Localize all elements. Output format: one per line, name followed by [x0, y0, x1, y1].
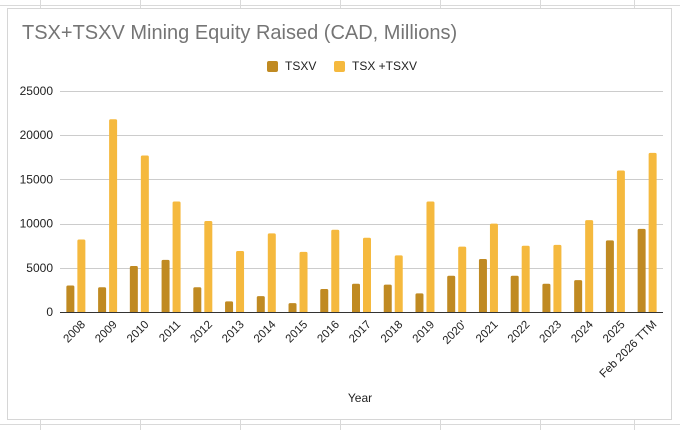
- bar-tsx-tsxv[interactable]: [172, 201, 181, 313]
- bar-tsx-tsxv[interactable]: [521, 245, 530, 312]
- legend-label-tsx-tsxv: TSX +TSXV: [352, 59, 418, 73]
- y-tick-label: 25000: [20, 84, 54, 98]
- x-tick-label: 2017: [347, 319, 374, 346]
- bar-tsxv[interactable]: [66, 285, 75, 312]
- y-tick-label: 20000: [20, 128, 54, 142]
- bar-tsx-tsxv[interactable]: [109, 119, 118, 313]
- x-axis-title: Year: [347, 391, 373, 405]
- bar-tsx-tsxv[interactable]: [394, 255, 403, 312]
- x-tick-label: 2013: [220, 319, 247, 346]
- x-tick-labels: 2008 2009 2010 2011 2012 2013 2014 2015 2016 2017…: [62, 318, 660, 380]
- y-tick-labels: 0 5000 10000 15000 20000 25000: [20, 84, 54, 319]
- x-tick-label: Feb 2026 TTM: [598, 319, 660, 381]
- bar-tsxv[interactable]: [320, 289, 329, 312]
- bar-tsxv[interactable]: [161, 259, 170, 312]
- bar-tsx-tsxv[interactable]: [331, 229, 340, 312]
- legend-swatch-tsx-tsxv: [334, 60, 345, 72]
- bar-tsx-tsxv[interactable]: [458, 246, 467, 312]
- x-tick-label: 2015: [284, 319, 311, 346]
- bar-tsxv[interactable]: [542, 283, 551, 312]
- x-tick-label: 2018: [379, 319, 406, 346]
- bar-tsxv[interactable]: [225, 301, 234, 312]
- bar-tsx-tsxv[interactable]: [299, 251, 308, 312]
- y-tick-label: 0: [46, 305, 53, 319]
- bar-tsx-tsxv[interactable]: [140, 155, 149, 312]
- bar-tsxv[interactable]: [98, 287, 107, 312]
- bar-tsx-tsxv[interactable]: [204, 220, 213, 312]
- x-tick-label: 2019: [411, 319, 438, 346]
- bars: [66, 119, 657, 313]
- bar-tsx-tsxv[interactable]: [426, 201, 435, 313]
- bar-tsx-tsxv[interactable]: [616, 170, 625, 312]
- bar-tsx-tsxv[interactable]: [553, 244, 562, 312]
- bar-tsxv[interactable]: [256, 296, 265, 312]
- chart-legend: TSXV TSX +TSXV: [0, 57, 680, 75]
- x-tick-label: 2024: [569, 318, 596, 345]
- legend-swatch-tsxv: [267, 60, 278, 72]
- bar-tsx-tsxv[interactable]: [585, 220, 594, 312]
- bar-tsx-tsxv[interactable]: [236, 251, 245, 312]
- bar-tsx-tsxv[interactable]: [489, 223, 498, 312]
- x-tick-label: 2012: [188, 319, 215, 346]
- bar-tsxv[interactable]: [478, 258, 487, 312]
- gridlines: [60, 91, 663, 313]
- bar-tsxv[interactable]: [352, 283, 360, 312]
- bar-tsx-tsxv[interactable]: [648, 152, 657, 312]
- y-tick-label: 5000: [26, 261, 53, 275]
- bar-tsxv[interactable]: [383, 284, 392, 312]
- legend-item-tsx-tsxv: TSX +TSXV: [334, 57, 417, 75]
- bar-tsxv[interactable]: [637, 228, 646, 312]
- x-tick-label: 2009: [93, 319, 120, 346]
- y-tick-label: 15000: [20, 172, 54, 186]
- chart-container[interactable]: [7, 8, 672, 420]
- x-tick-label: 2008: [62, 319, 89, 346]
- bar-tsxv[interactable]: [510, 275, 519, 312]
- x-tick-label: 2014: [252, 318, 279, 345]
- x-tick-label: 2025: [601, 319, 628, 346]
- bar-tsx-tsxv[interactable]: [77, 239, 86, 312]
- x-tick-label: 2022: [506, 319, 533, 346]
- x-tick-label: 2011: [157, 319, 183, 345]
- x-tick-label: 2016: [315, 319, 342, 346]
- bar-tsx-tsxv[interactable]: [267, 233, 276, 312]
- x-tick-label: 2023: [538, 319, 565, 346]
- bar-tsxv[interactable]: [447, 275, 456, 312]
- bar-tsxv[interactable]: [288, 303, 297, 312]
- legend-item-tsxv: TSXV: [267, 57, 316, 75]
- bar-tsxv[interactable]: [415, 293, 424, 312]
- x-tick-label: 2021: [474, 319, 501, 346]
- x-tick-label: 2020': [441, 319, 469, 347]
- bar-tsxv[interactable]: [129, 266, 138, 312]
- bar-tsx-tsxv[interactable]: [363, 237, 371, 312]
- bar-tsxv[interactable]: [193, 287, 202, 312]
- x-tick-label: 2010: [125, 319, 152, 346]
- bar-tsxv[interactable]: [605, 240, 614, 312]
- chart-title: TSX+TSXV Mining Equity Raised (CAD, Mill…: [22, 22, 458, 44]
- bar-tsxv[interactable]: [574, 280, 583, 312]
- legend-label-tsxv: TSXV: [285, 59, 317, 73]
- y-tick-label: 10000: [20, 217, 54, 231]
